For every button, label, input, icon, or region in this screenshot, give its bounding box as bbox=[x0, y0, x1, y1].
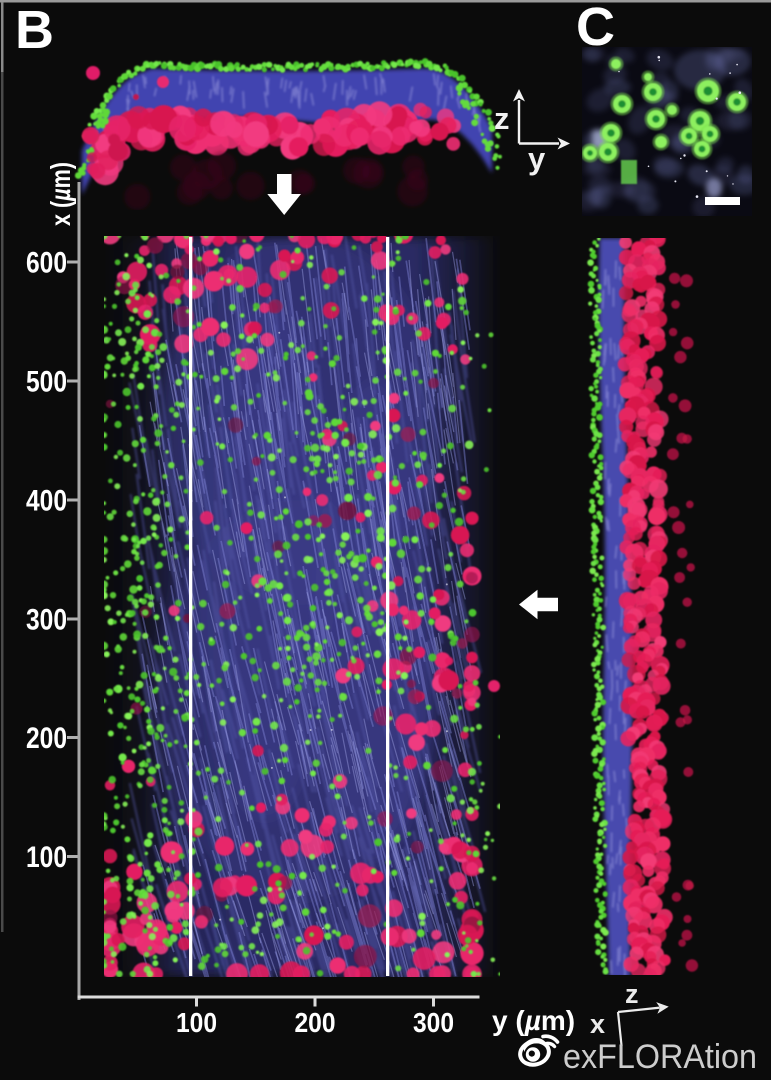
svg-text:C: C bbox=[576, 0, 615, 57]
svg-text:100: 100 bbox=[26, 841, 67, 874]
svg-text:300: 300 bbox=[26, 604, 67, 637]
svg-text:z: z bbox=[494, 101, 510, 136]
svg-text:y: y bbox=[528, 141, 546, 176]
svg-text:300: 300 bbox=[413, 1007, 454, 1038]
svg-text:z: z bbox=[625, 979, 639, 1009]
svg-text:B: B bbox=[15, 0, 54, 60]
svg-text:y (µm): y (µm) bbox=[492, 1005, 575, 1036]
svg-text:500: 500 bbox=[26, 366, 67, 399]
svg-text:exFLORAtion: exFLORAtion bbox=[563, 1038, 757, 1076]
svg-text:100: 100 bbox=[176, 1007, 217, 1038]
svg-text:200: 200 bbox=[26, 722, 67, 755]
svg-text:400: 400 bbox=[26, 485, 67, 518]
svg-text:200: 200 bbox=[295, 1007, 336, 1038]
svg-text:x: x bbox=[590, 1009, 605, 1039]
svg-text:600: 600 bbox=[26, 247, 67, 280]
svg-text:x (µm): x (µm) bbox=[45, 162, 76, 226]
